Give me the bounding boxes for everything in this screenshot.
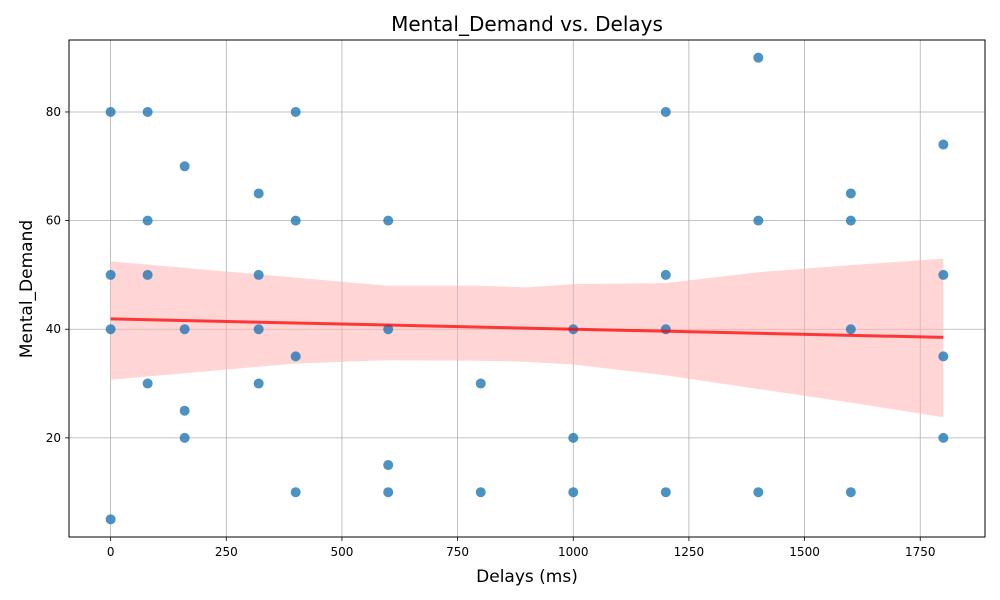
data-point [105,324,116,335]
data-point [475,378,486,389]
data-point [179,161,190,172]
data-point [475,487,486,498]
data-point [938,139,949,150]
data-points [105,52,949,525]
x-axis-ticks: 0 250 500 750 1000 1250 1500 1750 [107,537,936,559]
x-tick-label: 500 [330,545,353,559]
data-point [290,487,301,498]
data-point [142,106,153,117]
x-tick-label: 1500 [789,545,820,559]
y-tick-label: 80 [46,105,61,119]
regression-line-group [110,317,944,339]
chart-title: Mental_Demand vs. Delays [391,12,663,36]
x-tick-label: 1250 [674,545,705,559]
y-tick-label: 20 [46,431,61,445]
y-axis-ticks: 20 40 60 80 [46,105,69,445]
data-point [253,324,264,335]
y-axis-label: Mental_Demand [17,220,37,358]
data-point [753,52,764,63]
x-tick-label: 750 [446,545,469,559]
data-point [845,487,856,498]
data-point [179,405,190,416]
data-point [179,432,190,443]
data-point [938,269,949,280]
data-point [568,432,579,443]
data-point [253,378,264,389]
x-tick-label: 0 [107,545,115,559]
data-point [383,324,394,335]
data-point [290,106,301,117]
x-tick-label: 250 [215,545,238,559]
data-point [938,351,949,362]
plot-frame [68,39,986,538]
data-point [753,215,764,226]
data-point [660,487,671,498]
data-point [290,351,301,362]
data-point [383,460,394,471]
data-point [142,269,153,280]
data-point [660,269,671,280]
data-point [660,106,671,117]
y-tick-label: 60 [46,214,61,228]
data-point [253,269,264,280]
data-point [753,487,764,498]
regression-line [110,317,944,339]
x-axis-label: Delays (ms) [476,567,578,587]
data-point [142,215,153,226]
y-tick-label: 40 [46,322,61,336]
data-point [845,188,856,199]
data-point [105,514,116,525]
data-point [290,215,301,226]
confidence-band-area [110,258,944,418]
data-point [845,324,856,335]
data-point [253,188,264,199]
data-point [142,378,153,389]
data-point [179,324,190,335]
x-tick-label: 1750 [905,545,936,559]
data-point [568,487,579,498]
confidence-band [110,258,944,418]
x-tick-label: 1000 [558,545,589,559]
data-point [383,215,394,226]
data-point [383,487,394,498]
data-point [105,106,116,117]
data-point [938,432,949,443]
data-point [845,215,856,226]
data-point [105,269,116,280]
